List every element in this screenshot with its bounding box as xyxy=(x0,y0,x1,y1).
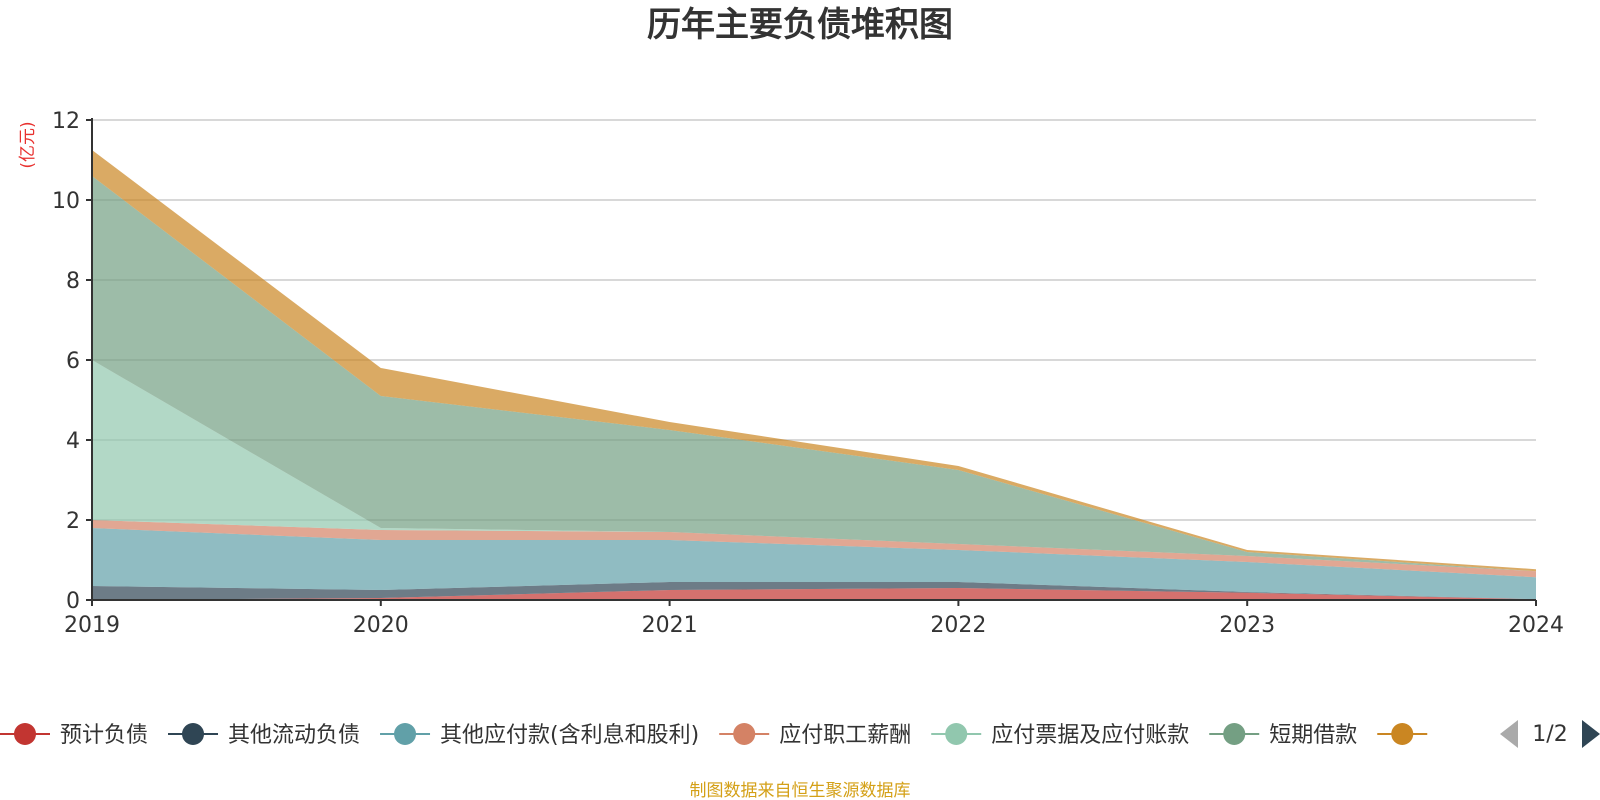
chart-title: 历年主要负债堆积图 xyxy=(647,5,953,45)
area-series-5 xyxy=(92,176,1536,572)
source-note: 制图数据来自恒生聚源数据库 xyxy=(690,781,911,800)
y-tick-label: 0 xyxy=(66,589,80,614)
area-series-0 xyxy=(92,588,1536,600)
x-tick-label: 2024 xyxy=(1508,613,1564,638)
legend-circle-icon xyxy=(14,723,36,745)
x-tick-label: 2022 xyxy=(930,613,986,638)
x-tick-label: 2021 xyxy=(642,613,698,638)
legend: 预计负债 其他流动负债 其他应付款(含利息和股利) 应付职工薪酬 应付票据及应付账款 短期… xyxy=(0,723,1428,748)
y-tick-label: 4 xyxy=(66,429,80,454)
legend-label: 应付票据及应付账款 xyxy=(991,723,1189,748)
legend-pager: 1/2 xyxy=(1500,720,1600,748)
legend-circle-icon xyxy=(945,723,968,745)
legend-circle-icon xyxy=(733,723,756,745)
legend-label: 预计负债 xyxy=(60,723,148,748)
legend-item-6[interactable] xyxy=(1377,723,1428,745)
area-series-2 xyxy=(92,528,1536,600)
x-tick-label: 2023 xyxy=(1219,613,1275,638)
x-tick-label: 2019 xyxy=(64,613,120,638)
legend-label: 短期借款 xyxy=(1269,723,1357,748)
y-tick-label: 10 xyxy=(52,189,80,214)
legend-label: 其他流动负债 xyxy=(228,723,360,748)
legend-item-2[interactable]: 其他应付款(含利息和股利) xyxy=(380,723,699,748)
legend-page-indicator: 1/2 xyxy=(1532,722,1567,747)
legend-item-3[interactable]: 应付职工薪酬 xyxy=(719,723,911,748)
x-tick-label: 2020 xyxy=(353,613,409,638)
legend-circle-icon xyxy=(394,723,417,745)
y-tick-label: 2 xyxy=(66,509,80,534)
legend-item-0[interactable]: 预计负债 xyxy=(0,723,148,748)
legend-circle-icon xyxy=(1391,723,1414,745)
axes: 0 2 4 6 8 10 12 2019 2020 2021 2022 2023 2024 xyxy=(52,109,1564,638)
legend-label: 其他应付款(含利息和股利) xyxy=(440,723,699,748)
y-tick-label: 6 xyxy=(66,349,80,374)
area-series-3 xyxy=(92,520,1536,578)
legend-label: 应付职工薪酬 xyxy=(779,723,911,748)
area-series-group xyxy=(92,150,1536,600)
y-tick-label: 8 xyxy=(66,269,80,294)
y-axis-unit: (亿元) xyxy=(18,121,38,168)
legend-item-5[interactable]: 短期借款 xyxy=(1209,723,1357,748)
legend-circle-icon xyxy=(1223,723,1246,745)
y-tick-label: 12 xyxy=(52,109,80,134)
legend-circle-icon xyxy=(182,723,205,745)
legend-item-1[interactable]: 其他流动负债 xyxy=(168,723,360,748)
legend-next-arrow-icon[interactable] xyxy=(1582,720,1600,748)
legend-item-4[interactable]: 应付票据及应付账款 xyxy=(931,723,1189,748)
legend-prev-arrow-icon[interactable] xyxy=(1500,720,1518,748)
area-series-1 xyxy=(92,582,1536,600)
